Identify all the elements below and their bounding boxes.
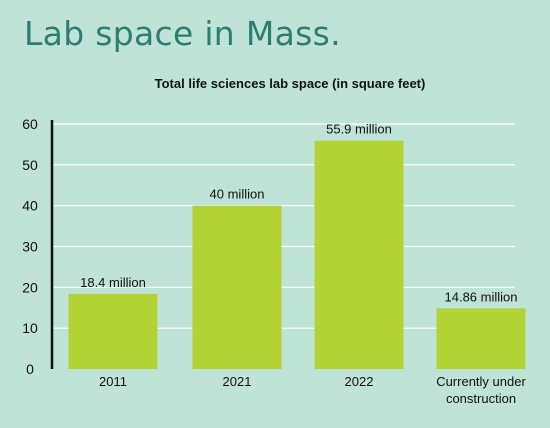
bar <box>192 205 282 369</box>
headline: Lab space in Mass. <box>24 14 341 53</box>
y-tick-label: 60 <box>22 116 38 132</box>
y-axis-ticks: 0 10 20 30 40 50 60 <box>22 116 38 377</box>
data-label: 14.86 million <box>445 289 518 304</box>
bar <box>68 293 158 369</box>
y-tick-label: 30 <box>22 239 38 255</box>
y-tick-label: 0 <box>26 361 34 377</box>
y-tick-label: 20 <box>22 279 38 295</box>
x-tick-label: 2022 <box>345 374 374 389</box>
data-label: 55.9 million <box>326 122 392 137</box>
bars <box>68 140 526 369</box>
y-tick-label: 10 <box>22 320 38 336</box>
x-tick-label: construction <box>446 391 516 406</box>
x-tick-label: Currently under <box>436 374 526 389</box>
x-tick-label: 2011 <box>99 374 127 389</box>
x-axis-labels: 2011 2021 2022 Currently under construction <box>99 374 526 406</box>
data-label: 18.4 million <box>80 275 146 290</box>
bar <box>314 140 404 369</box>
bar <box>436 308 526 369</box>
y-tick-label: 50 <box>22 157 38 173</box>
x-tick-label: 2021 <box>223 374 252 389</box>
chart-title: Total life sciences lab space (in square… <box>155 76 426 91</box>
y-tick-label: 40 <box>22 198 38 214</box>
data-labels: 18.4 million 40 million 55.9 million 14.86 … <box>80 122 517 305</box>
data-label: 40 million <box>210 187 265 202</box>
